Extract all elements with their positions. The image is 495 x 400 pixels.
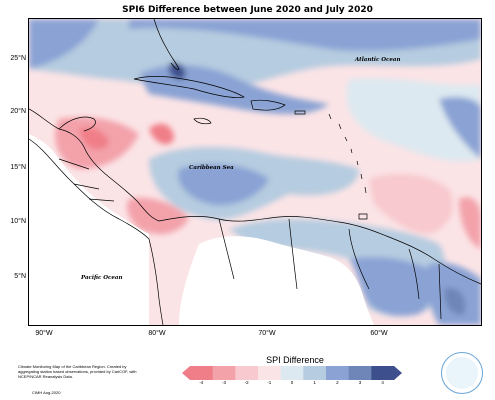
pacific-coast (29, 138, 150, 240)
pacific-ocean-label: Pacific Ocean (80, 275, 122, 281)
map-panel: Atlantic Ocean Caribbean Sea Pacific Oce… (28, 18, 482, 326)
field-jamaica-red (149, 123, 174, 145)
pacific-ocean-area (29, 134, 149, 325)
spi-difference-map: Atlantic Ocean Caribbean Sea Pacific Oce… (29, 19, 481, 325)
hispaniola-coast (250, 99, 286, 111)
florida-coast (153, 19, 180, 70)
lat-tick-25n: 25°N (10, 55, 26, 62)
legend-swatch (190, 366, 214, 380)
field-southamerica-blue (349, 257, 435, 316)
legend-swatch (258, 366, 282, 380)
field-panama-red (127, 197, 189, 235)
legend-tick: -1 (267, 380, 272, 385)
cimh-logo (441, 352, 483, 394)
yucatan-coast (58, 116, 96, 132)
legend-tick: -4 (199, 380, 204, 385)
legend-tick: -3 (221, 380, 226, 385)
map-credit: CIMH Aug-2020 (32, 390, 61, 395)
field-antilles-blue (139, 64, 329, 114)
lon-tick-80w: 80°W (148, 330, 166, 337)
map-title: SPI6 Difference between June 2020 and Ju… (122, 5, 373, 15)
legend-swatch (348, 366, 372, 380)
legend-swatch (212, 366, 236, 380)
legend-tick: -2 (244, 380, 249, 385)
caribbean-sea-label: Caribbean Sea (189, 165, 234, 171)
legend-swatch (326, 366, 350, 380)
lon-tick-60w: 60°W (370, 330, 388, 337)
field-gulf-blue (29, 19, 99, 69)
lat-tick-15n: 15°N (10, 164, 26, 171)
legend-tick: 4 (381, 380, 384, 385)
legend-colorbar (182, 366, 402, 380)
centralamerica-borders (58, 158, 115, 202)
centralamerica-coast (29, 108, 160, 222)
legend-tick: 1 (313, 380, 316, 385)
legend-title: SPI Difference (266, 355, 324, 365)
logo-emblem (446, 357, 478, 389)
map-footnote: Climate Monitoring Map of the Caribbean … (18, 364, 137, 379)
field-honduras-red (79, 127, 109, 150)
coastlines (29, 19, 481, 325)
legend-swatch (371, 366, 395, 380)
lat-tick-20n: 20°N (10, 108, 26, 115)
field-guiana-dark (444, 288, 466, 315)
field-caribbean-mid (178, 163, 269, 206)
field-florida-dark (168, 62, 186, 80)
lesser-antilles (328, 113, 367, 194)
legend-tick: 3 (358, 380, 362, 385)
lat-tick-10n: 10°N (10, 218, 26, 225)
trinidad-coast (358, 213, 368, 220)
legend-swatch (303, 366, 327, 380)
legend-tick: 0 (290, 380, 294, 385)
legend-tick: 2 (336, 380, 339, 385)
lon-tick-70w: 70°W (258, 330, 276, 337)
cuba-coast (133, 76, 245, 98)
legend-arrow-high (394, 366, 402, 380)
southamerica-west-coast (148, 238, 164, 325)
jamaica-coast (193, 117, 212, 125)
lon-tick-90w: 90°W (35, 330, 53, 337)
legend-arrow-low (182, 366, 190, 380)
field-atlantic-mid (129, 19, 481, 51)
atlantic-ocean-label: Atlantic Ocean (354, 57, 400, 63)
southamerica-interior (179, 236, 374, 325)
field-eastcaribbean-pink (369, 173, 453, 234)
legend-swatch (235, 366, 259, 380)
field-atlantic-pink (459, 197, 481, 249)
country-borders (218, 218, 442, 320)
legend-swatch (280, 366, 304, 380)
field-east-blue (439, 97, 481, 159)
lat-tick-5n: 5°N (14, 273, 26, 280)
puertorico-coast (294, 110, 306, 115)
